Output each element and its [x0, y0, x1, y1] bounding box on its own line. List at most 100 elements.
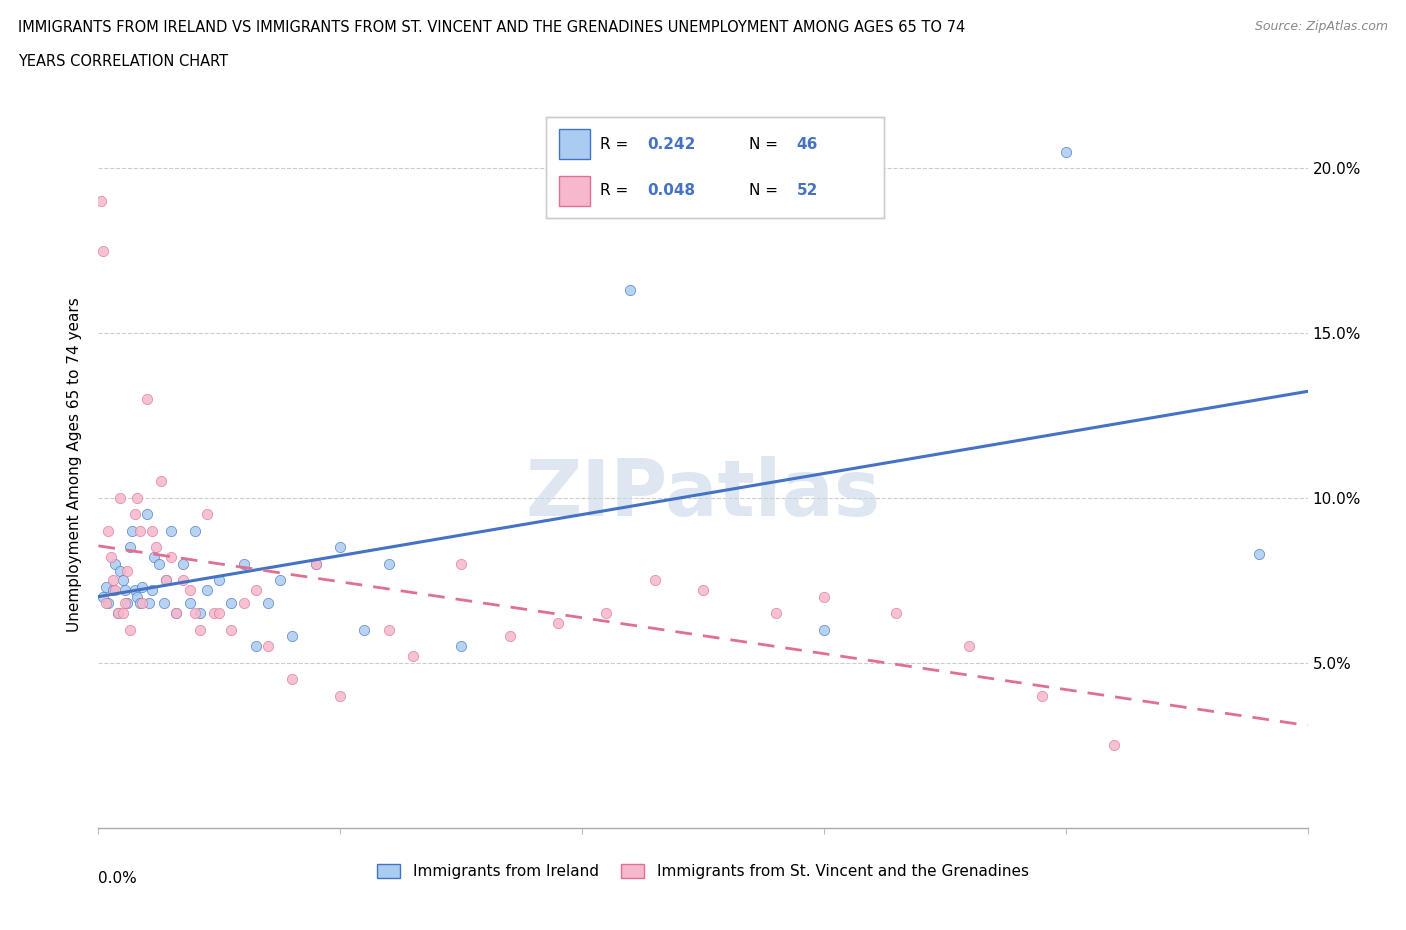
- Text: Source: ZipAtlas.com: Source: ZipAtlas.com: [1254, 20, 1388, 33]
- Point: [450, 556, 472, 571]
- Point: [221, 596, 243, 611]
- Point: [450, 639, 472, 654]
- Point: [145, 540, 167, 555]
- Point: [127, 490, 149, 505]
- Point: [765, 606, 787, 621]
- Point: [111, 606, 134, 621]
- Point: [813, 622, 835, 637]
- Point: [108, 490, 131, 505]
- Point: [377, 622, 399, 637]
- Point: [184, 524, 207, 538]
- Point: [1031, 688, 1053, 703]
- Point: [143, 550, 166, 565]
- Text: IMMIGRANTS FROM IRELAND VS IMMIGRANTS FROM ST. VINCENT AND THE GRENADINES UNEMPL: IMMIGRANTS FROM IRELAND VS IMMIGRANTS FR…: [18, 20, 966, 35]
- Point: [124, 507, 146, 522]
- Point: [329, 540, 352, 555]
- Point: [377, 556, 399, 571]
- Point: [94, 596, 117, 611]
- Point: [256, 639, 278, 654]
- Point: [118, 540, 141, 555]
- Point: [91, 590, 114, 604]
- Point: [121, 524, 143, 538]
- Point: [221, 622, 243, 637]
- Point: [160, 550, 183, 565]
- Point: [269, 573, 291, 588]
- Point: [141, 583, 163, 598]
- Point: [107, 606, 129, 621]
- Point: [100, 550, 122, 565]
- Point: [128, 524, 150, 538]
- Point: [90, 193, 112, 208]
- Point: [114, 596, 136, 611]
- Point: [117, 563, 139, 578]
- Point: [107, 606, 129, 621]
- Point: [135, 507, 157, 522]
- Point: [245, 583, 267, 598]
- Point: [232, 596, 254, 611]
- Point: [547, 616, 569, 631]
- Point: [402, 649, 425, 664]
- Point: [165, 606, 187, 621]
- Y-axis label: Unemployment Among Ages 65 to 74 years: Unemployment Among Ages 65 to 74 years: [67, 298, 83, 632]
- Point: [104, 583, 127, 598]
- Point: [1054, 144, 1077, 159]
- Point: [305, 556, 328, 571]
- Point: [117, 596, 139, 611]
- Point: [94, 579, 117, 594]
- Point: [232, 556, 254, 571]
- Point: [692, 583, 714, 598]
- Point: [172, 573, 194, 588]
- Point: [97, 524, 120, 538]
- Point: [172, 556, 194, 571]
- Legend: Immigrants from Ireland, Immigrants from St. Vincent and the Grenadines: Immigrants from Ireland, Immigrants from…: [371, 858, 1035, 885]
- Point: [957, 639, 980, 654]
- Point: [104, 556, 127, 571]
- Point: [353, 622, 375, 637]
- Point: [148, 556, 170, 571]
- Point: [204, 606, 226, 621]
- Point: [108, 563, 131, 578]
- Point: [595, 606, 617, 621]
- Point: [91, 244, 114, 259]
- Point: [195, 583, 218, 598]
- Point: [281, 629, 304, 644]
- Point: [644, 573, 666, 588]
- Point: [245, 639, 267, 654]
- Point: [160, 524, 183, 538]
- Point: [118, 622, 141, 637]
- Point: [188, 606, 211, 621]
- Point: [155, 573, 177, 588]
- Point: [886, 606, 908, 621]
- Point: [305, 556, 328, 571]
- Point: [208, 573, 231, 588]
- Point: [195, 507, 218, 522]
- Text: ZIPatlas: ZIPatlas: [526, 456, 880, 532]
- Point: [150, 474, 173, 489]
- Point: [1102, 737, 1125, 752]
- Point: [131, 596, 153, 611]
- Point: [179, 583, 201, 598]
- Point: [188, 622, 211, 637]
- Point: [619, 283, 641, 298]
- Point: [208, 606, 231, 621]
- Point: [165, 606, 187, 621]
- Point: [184, 606, 207, 621]
- Point: [124, 583, 146, 598]
- Point: [1249, 547, 1271, 562]
- Point: [498, 629, 520, 644]
- Point: [131, 579, 153, 594]
- Point: [329, 688, 352, 703]
- Point: [128, 596, 150, 611]
- Point: [179, 596, 201, 611]
- Point: [97, 596, 120, 611]
- Point: [111, 573, 134, 588]
- Point: [101, 583, 124, 598]
- Point: [152, 596, 174, 611]
- Point: [101, 573, 124, 588]
- Point: [127, 590, 149, 604]
- Text: YEARS CORRELATION CHART: YEARS CORRELATION CHART: [18, 54, 228, 69]
- Point: [135, 392, 157, 406]
- Point: [155, 573, 177, 588]
- Point: [813, 590, 835, 604]
- Text: 0.0%: 0.0%: [98, 871, 138, 886]
